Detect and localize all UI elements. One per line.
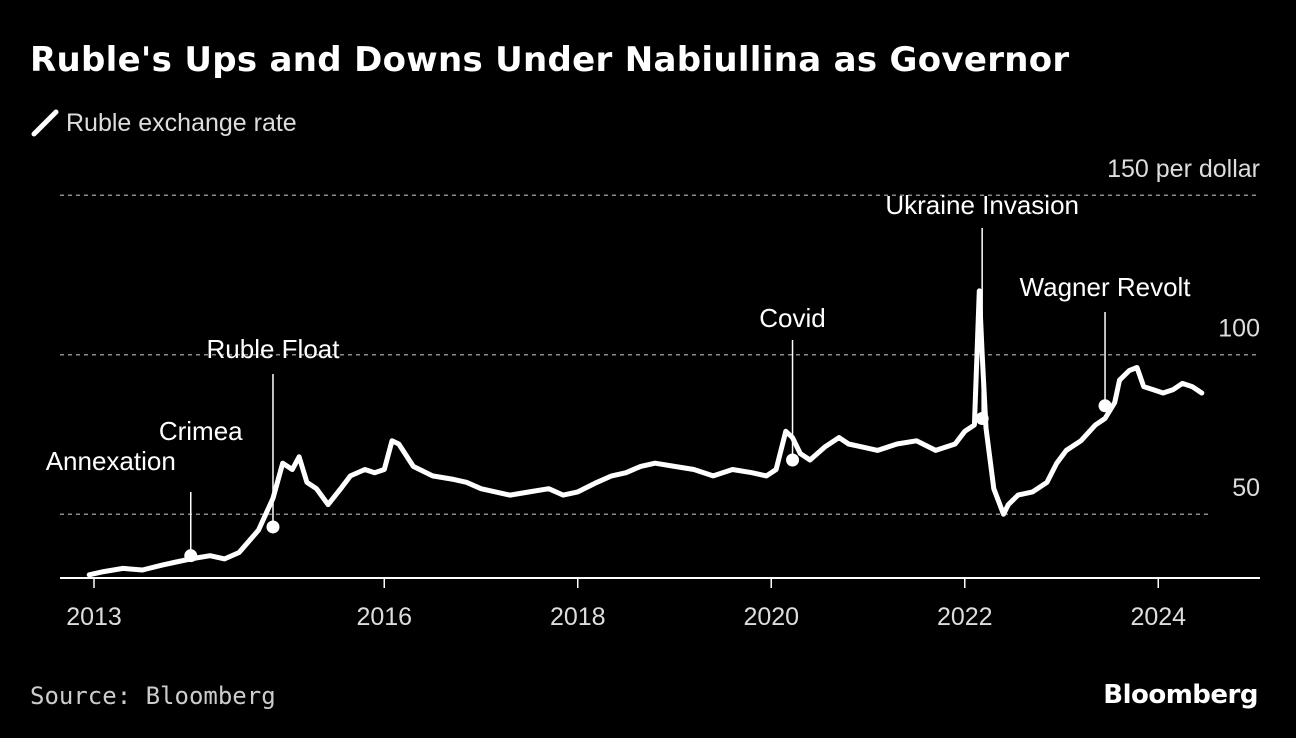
source-note: Source: Bloomberg: [30, 682, 276, 710]
y-tick-label-100: 100: [1218, 315, 1260, 343]
annotation-label-crimea-annexation: Crimea Annexation: [46, 416, 243, 476]
chart-title: Ruble's Ups and Downs Under Nabiullina a…: [30, 40, 1070, 80]
legend-line-icon: [31, 109, 59, 137]
annotation-label-line: Annexation: [46, 446, 176, 476]
legend-label: Ruble exchange rate: [66, 108, 297, 137]
annotation-marker-wagner-revolt: [1098, 399, 1112, 413]
x-tick-label-2018: 2018: [550, 603, 606, 631]
y-tick-label-50: 50: [1232, 474, 1260, 502]
annotation-label-ukraine-invasion: Ukraine Invasion: [885, 190, 1079, 220]
x-tick-label-2016: 2016: [356, 603, 412, 631]
annotation-marker-covid: [786, 453, 800, 467]
x-tick-label-2024: 2024: [1130, 603, 1186, 631]
y-tick-label-150: 150 per dollar: [1107, 155, 1260, 183]
annotation-label-covid: Covid: [759, 303, 825, 333]
annotation-label-wagner-revolt: Wagner Revolt: [1020, 272, 1192, 302]
x-tick-label-2022: 2022: [937, 603, 993, 631]
annotation-label-line: Crimea: [159, 416, 243, 446]
x-tick-label-2013: 2013: [66, 603, 122, 631]
legend: Ruble exchange rate: [30, 108, 297, 138]
bloomberg-logo: Bloomberg: [1103, 680, 1258, 710]
annotation-marker-ukraine-invasion: [975, 412, 989, 425]
series-line-ruble-exchange-rate: [86, 288, 1205, 578]
x-tick-label-2020: 2020: [743, 603, 799, 631]
annotation-marker-ruble-float: [266, 520, 280, 534]
annotation-label-ruble-float: Ruble Float: [207, 334, 341, 364]
annotation-marker-crimea-annexation: [184, 549, 198, 563]
